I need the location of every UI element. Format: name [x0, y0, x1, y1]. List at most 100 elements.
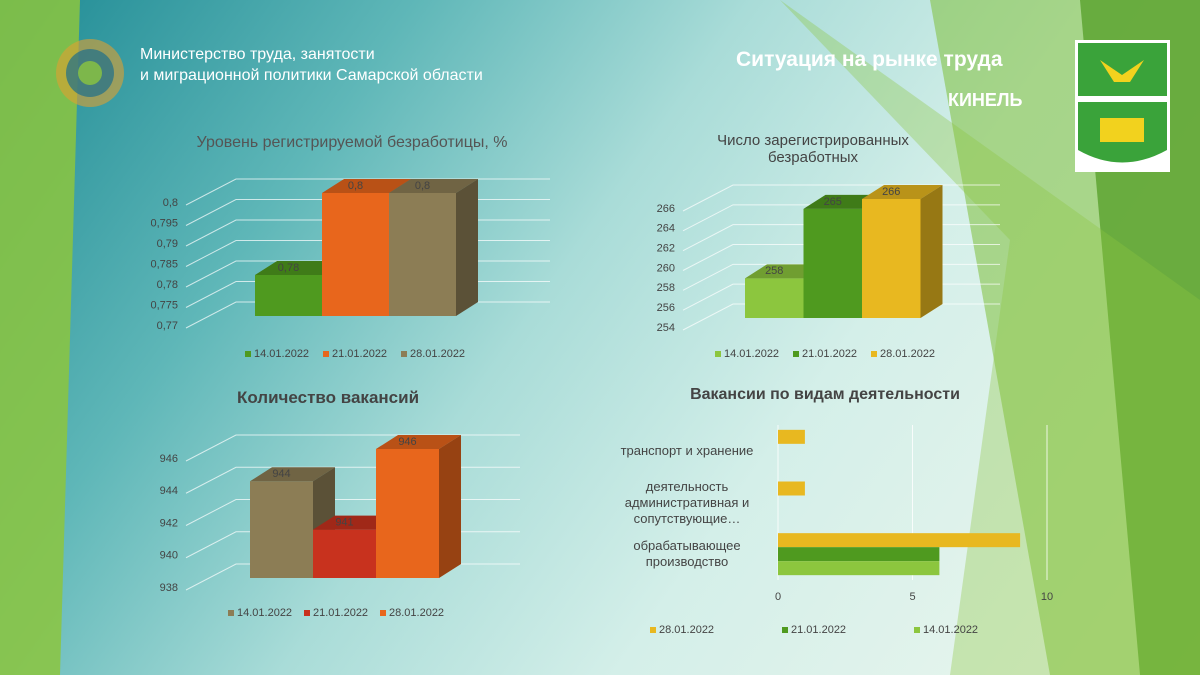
bar-top-shade	[255, 261, 344, 275]
decor-left	[0, 0, 80, 675]
y-tick-label: деятельность административная и сопутств…	[624, 478, 750, 526]
legend-swatch	[401, 351, 407, 357]
y-tick-label: 256	[657, 302, 675, 314]
bar-side-shade	[456, 179, 478, 316]
value-label: 266	[882, 186, 900, 198]
coat-of-arms	[1075, 40, 1170, 172]
legend-label: 28.01.2022	[410, 348, 465, 360]
bar-top	[250, 467, 335, 482]
bar-top	[376, 435, 461, 449]
bar	[250, 481, 313, 578]
legend-label: 14.01.2022	[237, 607, 292, 619]
legend-swatch	[914, 627, 920, 633]
bar	[322, 193, 389, 316]
bar-top	[862, 185, 943, 199]
legend-label: 21.01.2022	[332, 348, 387, 360]
y-tick-label: 0,785	[150, 258, 178, 270]
y-tick-label: 266	[657, 203, 675, 215]
bar-top	[255, 261, 344, 275]
bar-side	[456, 179, 478, 316]
bar-side-shade	[439, 435, 461, 578]
y-tick-label: 0,8	[163, 197, 178, 209]
value-label: 265	[824, 196, 842, 208]
bar-top-shade	[376, 435, 461, 449]
legend-swatch	[304, 610, 310, 616]
y-tick-label: 0,795	[150, 217, 178, 229]
bar-top	[389, 179, 478, 193]
y-tick-label: 0,77	[157, 320, 178, 332]
chart-title: Количество вакансий	[236, 388, 420, 407]
y-tick-label: 940	[160, 550, 178, 562]
bar	[778, 481, 805, 496]
legend-label: 14.01.2022	[724, 348, 779, 360]
bar	[778, 429, 805, 444]
y-tick-label: 258	[657, 282, 675, 294]
bar	[255, 275, 322, 316]
legend-label: 28.01.2022	[880, 348, 935, 360]
grid-line	[185, 466, 520, 494]
legend-label: 21.01.2022	[791, 624, 846, 636]
bar-top-shade	[250, 467, 335, 482]
bar	[803, 208, 862, 318]
value-label: 0,8	[415, 180, 430, 192]
legend-label: 14.01.2022	[254, 348, 309, 360]
value-label: 0,78	[278, 262, 299, 274]
slide-title: Ситуация на рынке труда	[736, 48, 1003, 71]
bar	[778, 533, 1021, 548]
value-label: 946	[398, 436, 416, 448]
legend-label: 28.01.2022	[389, 607, 444, 619]
legend-swatch	[650, 627, 656, 633]
y-tick-label: 0,79	[157, 238, 178, 250]
decor-right3	[780, 0, 1200, 675]
bar-top-shade	[862, 185, 943, 199]
y-tick-label: 264	[657, 223, 675, 235]
bar	[745, 278, 804, 318]
legend-label: 28.01.2022	[659, 624, 714, 636]
legend-label: 21.01.2022	[802, 348, 857, 360]
legend-swatch	[793, 351, 799, 357]
bar	[778, 561, 940, 576]
bar	[389, 193, 456, 316]
bar-top	[322, 179, 411, 193]
org-line: Министерство труда, занятости	[140, 46, 375, 63]
bar	[778, 547, 940, 562]
legend-label: 21.01.2022	[313, 607, 368, 619]
legend-swatch	[871, 351, 877, 357]
legend-swatch	[380, 610, 386, 616]
slide-subtitle: КИНЕЛЬ	[948, 90, 1023, 110]
y-tick-label: 260	[657, 262, 675, 274]
legend-swatch	[782, 627, 788, 633]
x-tick-label: 5	[909, 591, 915, 603]
bar-side-shade	[920, 185, 943, 318]
bar	[376, 449, 439, 578]
bar-side	[439, 435, 461, 578]
legend-swatch	[323, 351, 329, 357]
value-label: 944	[272, 468, 290, 480]
legend-swatch	[228, 610, 234, 616]
value-label: 941	[335, 517, 353, 529]
bar-top-shade	[322, 179, 411, 193]
x-tick-label: 0	[775, 591, 781, 603]
legend-label: 14.01.2022	[923, 624, 978, 636]
value-label: 0,8	[348, 180, 363, 192]
grid-line	[185, 434, 520, 462]
org-line: и миграционной политики Самарской област…	[140, 67, 483, 84]
y-tick-label: 254	[657, 322, 675, 334]
y-tick-label: 938	[160, 582, 178, 594]
y-tick-label: 262	[657, 243, 675, 255]
y-tick-label: 944	[160, 485, 178, 497]
chart-title: Вакансии по видам деятельности	[690, 386, 960, 403]
y-tick-label: обрабатывающее производство	[633, 538, 741, 570]
y-tick-label: 946	[160, 453, 178, 465]
x-tick-label: 10	[1041, 591, 1053, 603]
chart-title: Число зарегистрированных безработных	[717, 132, 909, 166]
legend-swatch	[245, 351, 251, 357]
chart-title: Уровень регистрируемой безработицы, %	[196, 134, 508, 151]
value-label: 258	[765, 265, 783, 277]
bar-side	[920, 185, 943, 318]
bar	[862, 199, 921, 318]
y-tick-label: 942	[160, 517, 178, 529]
y-tick-label: транспорт и хранение	[620, 442, 754, 458]
